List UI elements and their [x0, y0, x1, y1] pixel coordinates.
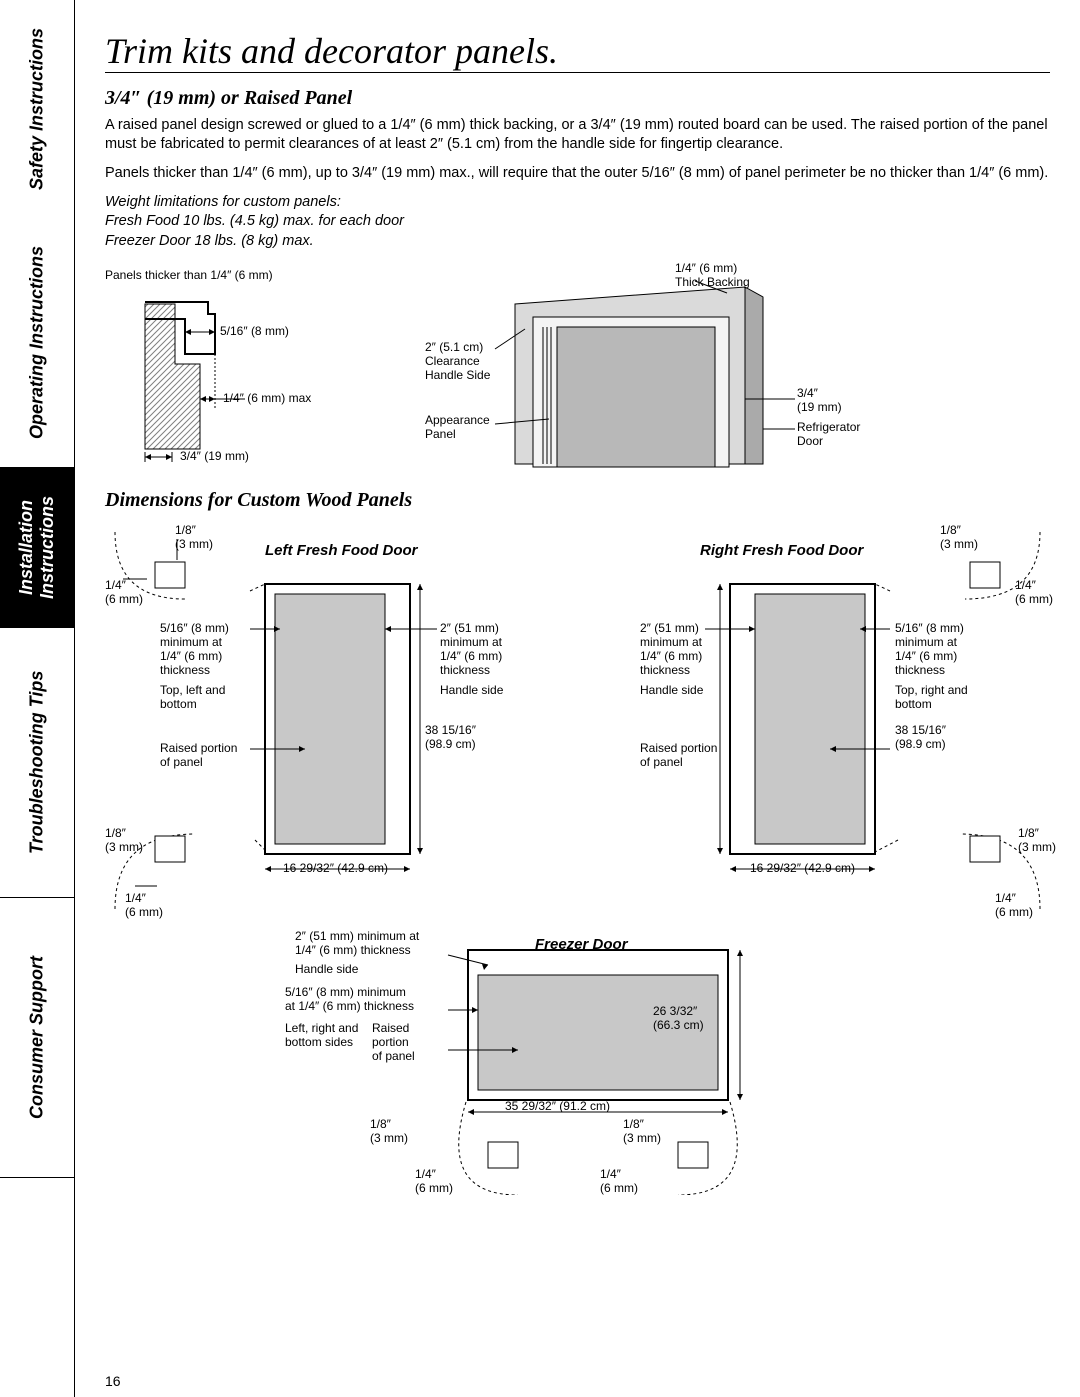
lbl-r-18-bot: 1/8″ (3 mm): [1018, 827, 1056, 855]
lbl-34: 3/4″ (19 mm): [180, 450, 249, 464]
section-heading-1: 3/4″ (19 mm) or Raised Panel: [105, 87, 1050, 110]
lbl-r-trb: Top, right and bottom: [895, 684, 968, 712]
weight-line-3: Freezer Door 18 lbs. (8 kg) max.: [105, 232, 1050, 252]
cross-section-svg: [105, 269, 385, 469]
lbl-f-18-l: 1/8″ (3 mm): [370, 1118, 408, 1146]
para-1: A raised panel design screwed or glued t…: [105, 116, 1050, 154]
fresh-food-doors-row: Left Fresh Food Door: [105, 524, 1050, 924]
sidebar-tabs: Safety Instructions Operating Instructio…: [0, 0, 75, 1397]
lbl-r-handle: Handle side: [640, 684, 703, 698]
page-title: Trim kits and decorator panels.: [105, 30, 1050, 73]
tab-consumer-support[interactable]: Consumer Support: [0, 898, 74, 1178]
lbl-r-18-top: 1/8″ (3 mm): [940, 524, 978, 552]
lbl-f-handle: Handle side: [295, 963, 358, 977]
tab-installation[interactable]: Installation Instructions: [0, 468, 74, 628]
lbl-f-width: 35 29/32″ (91.2 cm): [505, 1100, 610, 1114]
diagram-row-1: Panels thicker than 1/4″ (6 mm) 5/16″ (8…: [105, 269, 1050, 469]
tab-operating[interactable]: Operating Instructions: [0, 218, 74, 468]
lbl-516: 5/16″ (8 mm): [220, 325, 289, 339]
lbl-f-height: 26 3/32″ (66.3 cm): [653, 1005, 704, 1033]
cross-section-diagram: Panels thicker than 1/4″ (6 mm) 5/16″ (8…: [105, 269, 385, 469]
lbl-r-raised: Raised portion of panel: [640, 742, 717, 770]
lbl-r-14-bot: 1/4″ (6 mm): [995, 892, 1033, 920]
page-number: 16: [105, 1373, 121, 1389]
lbl-clearance: 2″ (5.1 cm) Clearance Handle Side: [425, 341, 490, 382]
content: Trim kits and decorator panels. 3/4″ (19…: [75, 0, 1080, 1397]
lbl-refrigerator-door: Refrigerator Door: [797, 421, 860, 449]
tab-troubleshooting[interactable]: Troubleshooting Tips: [0, 628, 74, 898]
weight-line-1: Weight limitations for custom panels:: [105, 193, 1050, 213]
lbl-r-2in: 2″ (51 mm) minimum at 1/4″ (6 mm) thickn…: [640, 622, 702, 677]
lbl-l-18-bot: 1/8″ (3 mm): [105, 827, 143, 855]
lbl-l-516: 5/16″ (8 mm) minimum at 1/4″ (6 mm) thic…: [160, 622, 229, 677]
weight-limits: Weight limitations for custom panels: Fr…: [105, 193, 1050, 252]
lbl-l-14-bot: 1/4″ (6 mm): [125, 892, 163, 920]
lbl-l-height: 38 15/16″ (98.9 cm): [425, 724, 476, 752]
lbl-appearance: Appearance Panel: [425, 414, 490, 442]
tab-safety[interactable]: Safety Instructions: [0, 0, 74, 218]
lbl-l-raised: Raised portion of panel: [160, 742, 237, 770]
lbl-r-width: 16 29/32″ (42.9 cm): [750, 862, 855, 876]
lbl-backing: 1/4″ (6 mm) Thick Backing: [675, 262, 750, 290]
lbl-f-18-r: 1/8″ (3 mm): [623, 1118, 661, 1146]
lbl-f-516: 5/16″ (8 mm) minimum at 1/4″ (6 mm) thic…: [285, 986, 414, 1014]
lbl-l-tlb: Top, left and bottom: [160, 684, 225, 712]
lbl-l-2in: 2″ (51 mm) minimum at 1/4″ (6 mm) thickn…: [440, 622, 502, 677]
lbl-34-door: 3/4″ (19 mm): [797, 387, 842, 415]
lbl-f-raised: Raised portion of panel: [372, 1022, 415, 1063]
freezer-diagram: Freezer Door: [105, 930, 1050, 1195]
left-door-diagram: Left Fresh Food Door: [105, 524, 555, 924]
lbl-l-18-top: 1/8″ (3 mm): [175, 524, 213, 552]
lbl-f-lrb: Left, right and bottom sides: [285, 1022, 358, 1050]
lbl-r-516: 5/16″ (8 mm) minimum at 1/4″ (6 mm) thic…: [895, 622, 964, 677]
lbl-l-14-top: 1/4″ (6 mm): [105, 579, 143, 607]
lbl-l-handle: Handle side: [440, 684, 503, 698]
lbl-l-width: 16 29/32″ (42.9 cm): [283, 862, 388, 876]
para-2: Panels thicker than 1/4″ (6 mm), up to 3…: [105, 164, 1050, 183]
lbl-thick-panels: Panels thicker than 1/4″ (6 mm): [105, 269, 273, 283]
lbl-f-2in: 2″ (51 mm) minimum at 1/4″ (6 mm) thickn…: [295, 930, 419, 958]
lbl-r-height: 38 15/16″ (98.9 cm): [895, 724, 946, 752]
lbl-f-14-l: 1/4″ (6 mm): [415, 1168, 453, 1196]
page: Safety Instructions Operating Instructio…: [0, 0, 1080, 1397]
lbl-f-14-r: 1/4″ (6 mm): [600, 1168, 638, 1196]
lbl-r-14-top: 1/4″ (6 mm): [1015, 579, 1053, 607]
lbl-14max: 1/4″ (6 mm) max: [223, 392, 311, 406]
weight-line-2: Fresh Food 10 lbs. (4.5 kg) max. for eac…: [105, 212, 1050, 232]
section-heading-2: Dimensions for Custom Wood Panels: [105, 489, 1050, 512]
door-assembly-diagram: 1/4″ (6 mm) Thick Backing 2″ (5.1 cm) Cl…: [425, 269, 905, 469]
right-door-diagram: Right Fresh Food Door: [600, 524, 1050, 924]
